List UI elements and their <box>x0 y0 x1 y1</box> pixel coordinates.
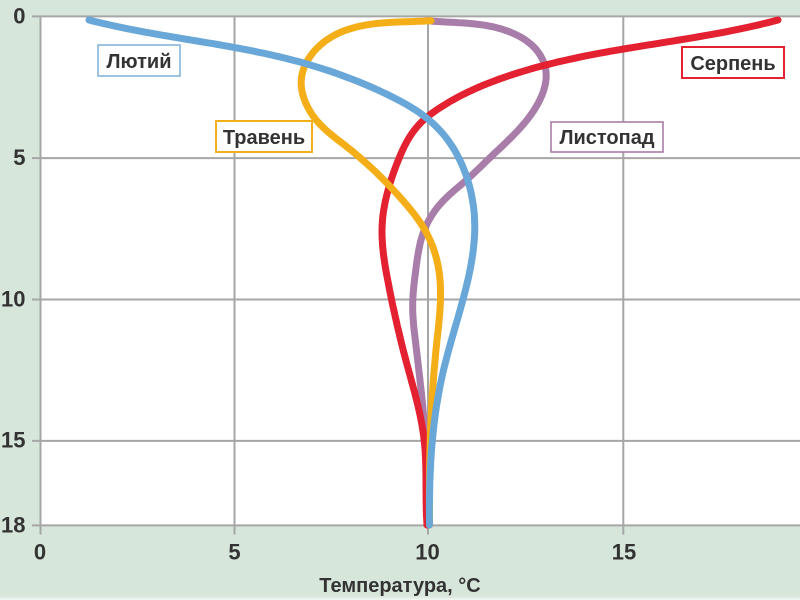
svg-text:Травень: Травень <box>223 127 305 149</box>
svg-text:0: 0 <box>34 540 46 565</box>
svg-text:Температура, °C: Температура, °C <box>319 575 480 597</box>
svg-text:0: 0 <box>13 4 25 29</box>
svg-text:10: 10 <box>1 286 25 311</box>
svg-text:5: 5 <box>13 145 25 170</box>
svg-text:15: 15 <box>612 540 636 565</box>
svg-text:15: 15 <box>1 428 25 453</box>
svg-text:Серпень: Серпень <box>690 53 775 75</box>
svg-text:Лютий: Лютий <box>107 51 172 73</box>
svg-text:10: 10 <box>415 540 439 565</box>
svg-text:Листопад: Листопад <box>559 127 654 149</box>
svg-text:5: 5 <box>228 540 240 565</box>
svg-text:18: 18 <box>1 513 25 538</box>
